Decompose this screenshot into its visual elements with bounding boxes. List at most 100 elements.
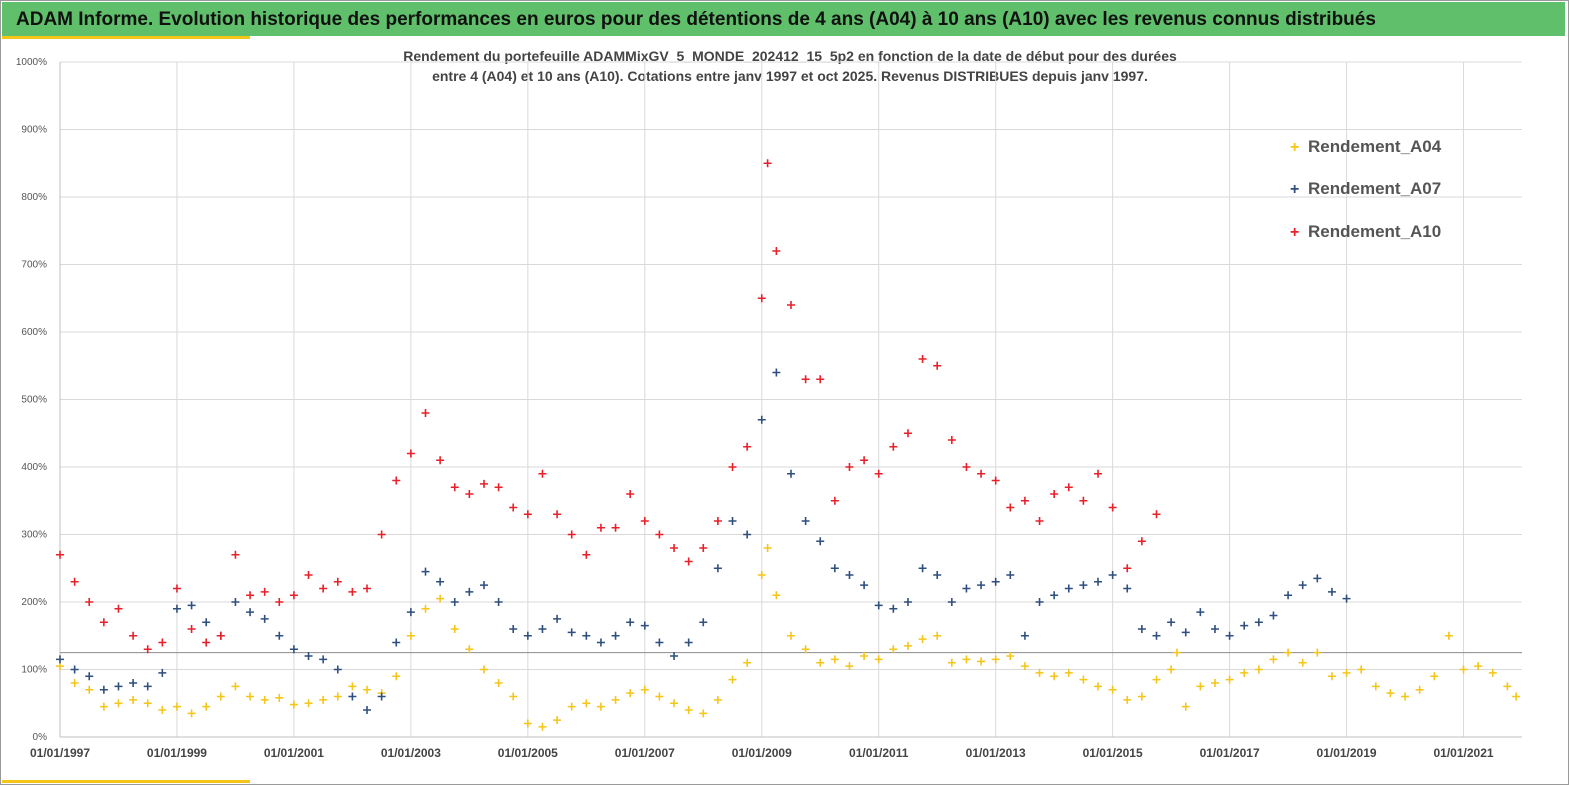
point-rendement-a10 bbox=[319, 584, 328, 593]
point-rendement-a04 bbox=[787, 631, 795, 640]
point-rendement-a10 bbox=[465, 490, 474, 498]
point-rendement-a10 bbox=[830, 496, 839, 505]
point-rendement-a04 bbox=[304, 699, 313, 708]
point-rendement-a04 bbox=[1298, 658, 1307, 667]
point-rendement-a07 bbox=[1298, 581, 1307, 590]
point-rendement-a07 bbox=[1006, 571, 1015, 579]
point-rendement-a07 bbox=[231, 598, 240, 606]
point-rendement-a07 bbox=[1079, 581, 1088, 590]
point-rendement-a07 bbox=[903, 598, 912, 606]
point-rendement-a10 bbox=[1064, 483, 1073, 492]
point-rendement-a04 bbox=[947, 658, 956, 667]
point-rendement-a04 bbox=[816, 658, 825, 667]
y-tick-label: 900% bbox=[21, 125, 47, 136]
point-rendement-a07 bbox=[377, 692, 386, 701]
point-rendement-a04 bbox=[655, 692, 664, 701]
point-rendement-a07 bbox=[977, 581, 986, 590]
point-rendement-a04 bbox=[348, 682, 357, 691]
point-rendement-a07 bbox=[1035, 598, 1044, 606]
point-rendement-a10 bbox=[1020, 496, 1029, 505]
point-rendement-a07 bbox=[392, 638, 401, 647]
y-tick-label: 500% bbox=[21, 395, 47, 406]
point-rendement-a10 bbox=[1050, 490, 1059, 498]
point-rendement-a07 bbox=[1284, 591, 1293, 600]
point-rendement-a07 bbox=[787, 469, 795, 478]
point-rendement-a04 bbox=[363, 685, 372, 694]
point-rendement-a04 bbox=[1444, 631, 1453, 640]
point-rendement-a10 bbox=[450, 483, 459, 492]
point-rendement-a10 bbox=[85, 598, 94, 606]
legend-label-a10: Rendement_A10 bbox=[1308, 222, 1442, 241]
point-rendement-a07 bbox=[947, 598, 956, 606]
point-rendement-a07 bbox=[363, 706, 372, 714]
point-rendement-a07 bbox=[85, 672, 94, 681]
point-rendement-a10 bbox=[114, 604, 123, 613]
point-rendement-a10 bbox=[436, 456, 445, 465]
point-rendement-a07 bbox=[991, 577, 1000, 586]
point-rendement-a07 bbox=[684, 638, 693, 647]
point-rendement-a04 bbox=[763, 544, 772, 552]
point-rendement-a10 bbox=[421, 409, 430, 417]
point-rendement-a04 bbox=[582, 699, 591, 708]
point-rendement-a10 bbox=[1006, 503, 1015, 512]
point-rendement-a04 bbox=[1254, 665, 1263, 674]
point-rendement-a04 bbox=[1137, 692, 1146, 701]
point-rendement-a10 bbox=[260, 587, 269, 596]
point-rendement-a10 bbox=[1035, 517, 1044, 525]
point-rendement-a07 bbox=[1181, 628, 1190, 637]
point-rendement-a07 bbox=[699, 618, 708, 627]
point-rendement-a04 bbox=[1167, 665, 1176, 674]
point-rendement-a04 bbox=[246, 692, 255, 701]
point-rendement-a10 bbox=[816, 375, 825, 384]
point-rendement-a10 bbox=[377, 530, 386, 539]
point-rendement-a07 bbox=[70, 665, 79, 674]
point-rendement-a10 bbox=[860, 456, 869, 465]
point-rendement-a10 bbox=[363, 584, 372, 593]
point-rendement-a04 bbox=[319, 695, 328, 704]
point-rendement-a07 bbox=[289, 645, 298, 654]
point-rendement-a07 bbox=[114, 682, 123, 691]
point-rendement-a07 bbox=[1254, 618, 1263, 627]
point-rendement-a04 bbox=[1269, 655, 1278, 664]
point-rendement-a10 bbox=[289, 591, 298, 600]
point-rendement-a04 bbox=[1050, 672, 1059, 681]
point-rendement-a04 bbox=[1064, 668, 1073, 677]
point-rendement-a07 bbox=[1064, 584, 1073, 593]
y-tick-label: 0% bbox=[33, 732, 48, 743]
point-rendement-a07 bbox=[1123, 584, 1132, 593]
point-rendement-a10 bbox=[348, 587, 357, 596]
point-rendement-a04 bbox=[187, 709, 196, 718]
point-rendement-a10 bbox=[202, 638, 211, 647]
point-rendement-a10 bbox=[962, 463, 971, 471]
point-rendement-a04 bbox=[70, 679, 79, 687]
point-rendement-a10 bbox=[1094, 469, 1103, 478]
point-rendement-a10 bbox=[1079, 496, 1088, 505]
point-rendement-a04 bbox=[1430, 672, 1439, 681]
point-rendement-a10 bbox=[479, 479, 488, 488]
point-rendement-a10 bbox=[845, 463, 854, 471]
point-rendement-a04 bbox=[684, 706, 693, 714]
legend-item-a04: + Rendement_A04 bbox=[1290, 137, 1441, 157]
point-rendement-a04 bbox=[1181, 702, 1190, 711]
point-rendement-a07 bbox=[333, 665, 342, 674]
point-rendement-a10 bbox=[509, 503, 518, 512]
point-rendement-a04 bbox=[640, 685, 649, 694]
point-rendement-a10 bbox=[933, 361, 942, 370]
point-rendement-a04 bbox=[845, 662, 854, 671]
point-rendement-a04 bbox=[1035, 668, 1044, 677]
point-rendement-a04 bbox=[465, 645, 474, 654]
point-rendement-a10 bbox=[684, 557, 693, 566]
point-rendement-a10 bbox=[1123, 564, 1132, 573]
point-rendement-a07 bbox=[860, 581, 869, 590]
point-rendement-a07 bbox=[670, 652, 679, 660]
point-rendement-a07 bbox=[348, 692, 357, 701]
point-rendement-a04 bbox=[626, 689, 635, 698]
point-rendement-a07 bbox=[918, 564, 927, 573]
chart-title-line-1: Rendement du portefeuille ADAMMixGV_5_MO… bbox=[403, 48, 1177, 64]
point-rendement-a04 bbox=[260, 695, 269, 704]
point-rendement-a04 bbox=[406, 631, 415, 640]
point-rendement-a10 bbox=[1137, 537, 1146, 546]
legend-label-a04: Rendement_A04 bbox=[1308, 137, 1442, 156]
point-rendement-a10 bbox=[143, 645, 152, 654]
point-rendement-a10 bbox=[903, 429, 912, 438]
